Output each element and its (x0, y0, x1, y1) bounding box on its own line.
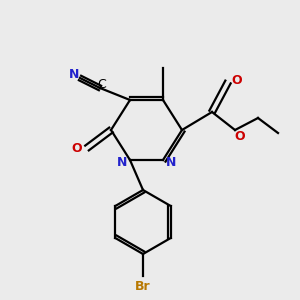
Text: N: N (69, 68, 79, 82)
Text: N: N (117, 155, 127, 169)
Text: O: O (232, 74, 242, 86)
Text: N: N (166, 155, 176, 169)
Text: C: C (98, 79, 106, 92)
Text: Br: Br (135, 280, 151, 292)
Text: O: O (235, 130, 245, 142)
Text: O: O (72, 142, 82, 154)
